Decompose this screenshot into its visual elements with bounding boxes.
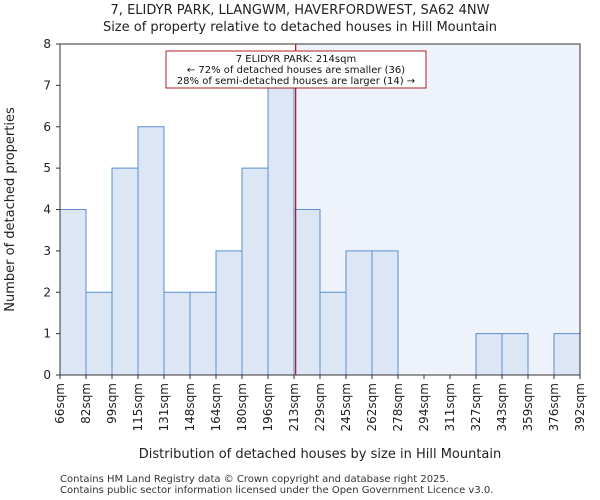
x-tick-label: 180sqm: [235, 383, 249, 431]
bar: [293, 209, 321, 376]
bar: [215, 250, 243, 376]
x-tick-label: 213sqm: [287, 383, 301, 431]
y-axis-label: Number of detached properties: [3, 107, 18, 312]
x-tick-label: 245sqm: [339, 383, 353, 431]
y-tick-label: 8: [43, 37, 51, 51]
x-tick-label: 262sqm: [365, 383, 379, 431]
annotation-box: [165, 50, 427, 89]
x-tick-label: 115sqm: [131, 383, 145, 431]
x-tick-label: 311sqm: [443, 383, 457, 431]
bar: [345, 250, 373, 376]
x-tick-label: 66sqm: [53, 383, 67, 424]
footer-line-1: Contains HM Land Registry data © Crown c…: [60, 474, 449, 485]
x-tick-label: 99sqm: [105, 383, 119, 424]
y-tick-label: 7: [43, 78, 51, 92]
bar: [475, 333, 503, 376]
x-tick-label: 359sqm: [521, 383, 535, 431]
bar: [241, 167, 269, 376]
y-tick-label: 1: [43, 327, 51, 341]
x-tick-label: 294sqm: [417, 383, 431, 431]
bar: [163, 291, 191, 376]
bar: [267, 84, 295, 376]
y-tick-label: 2: [43, 285, 51, 299]
annotation-line: ← 72% of detached houses are smaller (36…: [187, 65, 405, 76]
bar: [501, 333, 529, 376]
x-tick-label: 392sqm: [573, 383, 587, 431]
bar: [371, 250, 399, 376]
bar: [137, 126, 165, 376]
x-tick-label: 278sqm: [391, 383, 405, 431]
y-tick-label: 5: [43, 161, 51, 175]
bar: [59, 209, 87, 376]
annotation-line: 28% of semi-detached houses are larger (…: [177, 76, 415, 87]
x-tick-label: 196sqm: [261, 383, 275, 431]
y-tick-label: 3: [43, 244, 51, 258]
x-tick-label: 148sqm: [183, 383, 197, 431]
x-tick-label: 164sqm: [209, 383, 223, 431]
y-tick-label: 0: [43, 368, 51, 382]
x-axis-label: Distribution of detached houses by size …: [139, 447, 502, 462]
bar: [319, 291, 347, 376]
bar: [85, 291, 113, 376]
chart-subtitle: Size of property relative to detached ho…: [102, 20, 498, 35]
bar: [189, 291, 217, 376]
x-tick-label: 376sqm: [547, 383, 561, 431]
y-tick-label: 6: [43, 120, 51, 134]
annotation-line: 7 ELIDYR PARK: 214sqm: [236, 54, 356, 65]
bar: [111, 167, 139, 376]
x-tick-label: 131sqm: [157, 383, 171, 431]
y-tick-label: 4: [43, 203, 51, 217]
chart-title: 7, ELIDYR PARK, LLANGWM, HAVERFORDWEST, …: [110, 3, 490, 18]
x-tick-label: 82sqm: [79, 383, 93, 424]
x-tick-label: 343sqm: [495, 383, 509, 431]
x-tick-label: 327sqm: [469, 383, 483, 431]
bar: [553, 333, 581, 376]
footer-line-2: Contains public sector information licen…: [60, 485, 494, 496]
x-tick-label: 229sqm: [313, 383, 327, 431]
